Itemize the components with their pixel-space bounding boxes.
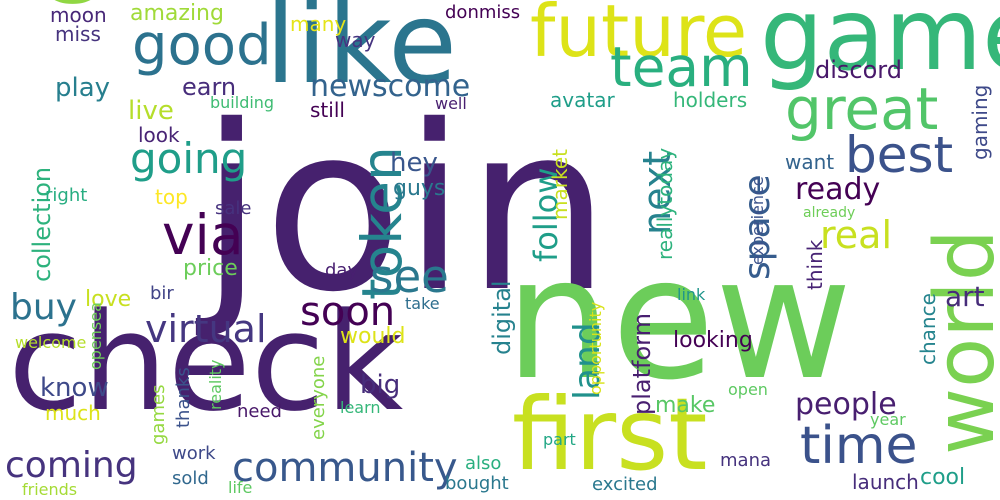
word-time: time <box>800 416 918 476</box>
word-like: like <box>265 0 458 109</box>
word-art: art <box>945 280 985 313</box>
word-link: link <box>677 285 706 304</box>
word-platform: platform <box>628 313 656 415</box>
word-well: well <box>435 94 467 113</box>
word-look: look <box>138 123 180 147</box>
word-right: right <box>45 185 88 206</box>
word-great: great <box>785 75 939 143</box>
word-much: much <box>45 401 101 425</box>
word-amazing: amazing <box>130 1 224 26</box>
word-looking: looking <box>673 328 753 353</box>
word-want: want <box>785 150 835 174</box>
word-bought: bought <box>445 473 509 494</box>
word-opensea: opensea <box>86 302 105 370</box>
word-friends: friends <box>22 480 78 499</box>
word-buy: buy <box>10 287 77 328</box>
word-everyone: everyone <box>308 355 329 440</box>
word-holders: holders <box>673 88 748 112</box>
word-welcome: welcome <box>15 333 87 352</box>
word-make: make <box>655 393 716 418</box>
word-avatar: avatar <box>550 88 615 112</box>
word-experience: experience <box>748 176 767 265</box>
word-virtual: virtual <box>145 307 267 351</box>
word-take: take <box>405 294 440 313</box>
word-many: many <box>290 12 347 36</box>
word-would: would <box>340 324 406 349</box>
word-coming: coming <box>5 445 138 486</box>
word-newscome: newscome <box>310 69 471 104</box>
word-check: check <box>8 284 404 441</box>
word-think: think <box>803 239 827 290</box>
word-discord: discord <box>815 56 902 84</box>
word-still: still <box>310 98 345 122</box>
word-team: team <box>610 35 753 99</box>
word-work: work <box>172 443 216 464</box>
word-community: community <box>232 445 458 491</box>
word-hey: hey <box>390 148 438 178</box>
word-people: people <box>795 387 897 422</box>
word-reality: reality <box>206 359 225 410</box>
word-join: join <box>200 76 611 342</box>
word-sale: sale <box>215 198 252 219</box>
word-ready: ready <box>795 172 881 207</box>
word-live: live <box>128 96 174 126</box>
word-love: love <box>85 287 132 312</box>
word-gaming: gaming <box>968 84 992 160</box>
word-life: life <box>228 478 253 497</box>
word-building: building <box>210 93 275 112</box>
word-real: real <box>820 213 893 257</box>
word-opportunity: opportunity <box>586 301 605 395</box>
word-first: first <box>512 376 708 493</box>
word-game: game <box>760 0 1000 93</box>
word-also: also <box>465 453 502 474</box>
word-already: already <box>803 205 856 221</box>
word-know: know <box>40 373 109 403</box>
word-top: top <box>155 185 188 209</box>
word-part: part <box>543 430 576 449</box>
word-launch: launch <box>852 470 919 494</box>
word-chance: chance <box>916 293 940 365</box>
word-learn: learn <box>340 398 381 417</box>
word-cool: cool <box>920 465 966 490</box>
word-open: open <box>728 380 768 399</box>
word-need: need <box>237 401 282 422</box>
word-big: big <box>360 370 401 400</box>
word-soon: soon <box>300 289 396 335</box>
word-best: best <box>845 126 954 184</box>
word-digital: digital <box>488 280 516 355</box>
word-play: play <box>55 73 111 103</box>
word-miss: miss <box>55 22 101 46</box>
word-earn: earn <box>182 73 237 101</box>
word-see: see <box>370 250 449 303</box>
word-moon: moon <box>50 3 107 27</box>
word-market: market <box>548 149 572 220</box>
word-year: year <box>870 410 906 429</box>
word-future: future <box>530 0 748 73</box>
word-thanks: thanks <box>173 367 194 428</box>
word-via: via <box>162 203 244 267</box>
word-price: price <box>183 256 238 281</box>
word-excited: excited <box>592 474 658 495</box>
word-new: new <box>505 221 853 417</box>
word-good: good <box>132 13 272 78</box>
word-sold: sold <box>172 468 209 489</box>
word-donmiss: donmiss <box>445 2 521 23</box>
word-day: day <box>325 260 359 281</box>
word-mana: mana <box>720 450 772 471</box>
word-bir: bir <box>150 283 174 304</box>
word-way: way <box>335 28 376 52</box>
word-going: going <box>130 134 248 183</box>
word-reallytoday: reallytoday <box>653 147 677 260</box>
word-guys: guys <box>393 176 446 201</box>
word-games: games <box>148 384 169 445</box>
